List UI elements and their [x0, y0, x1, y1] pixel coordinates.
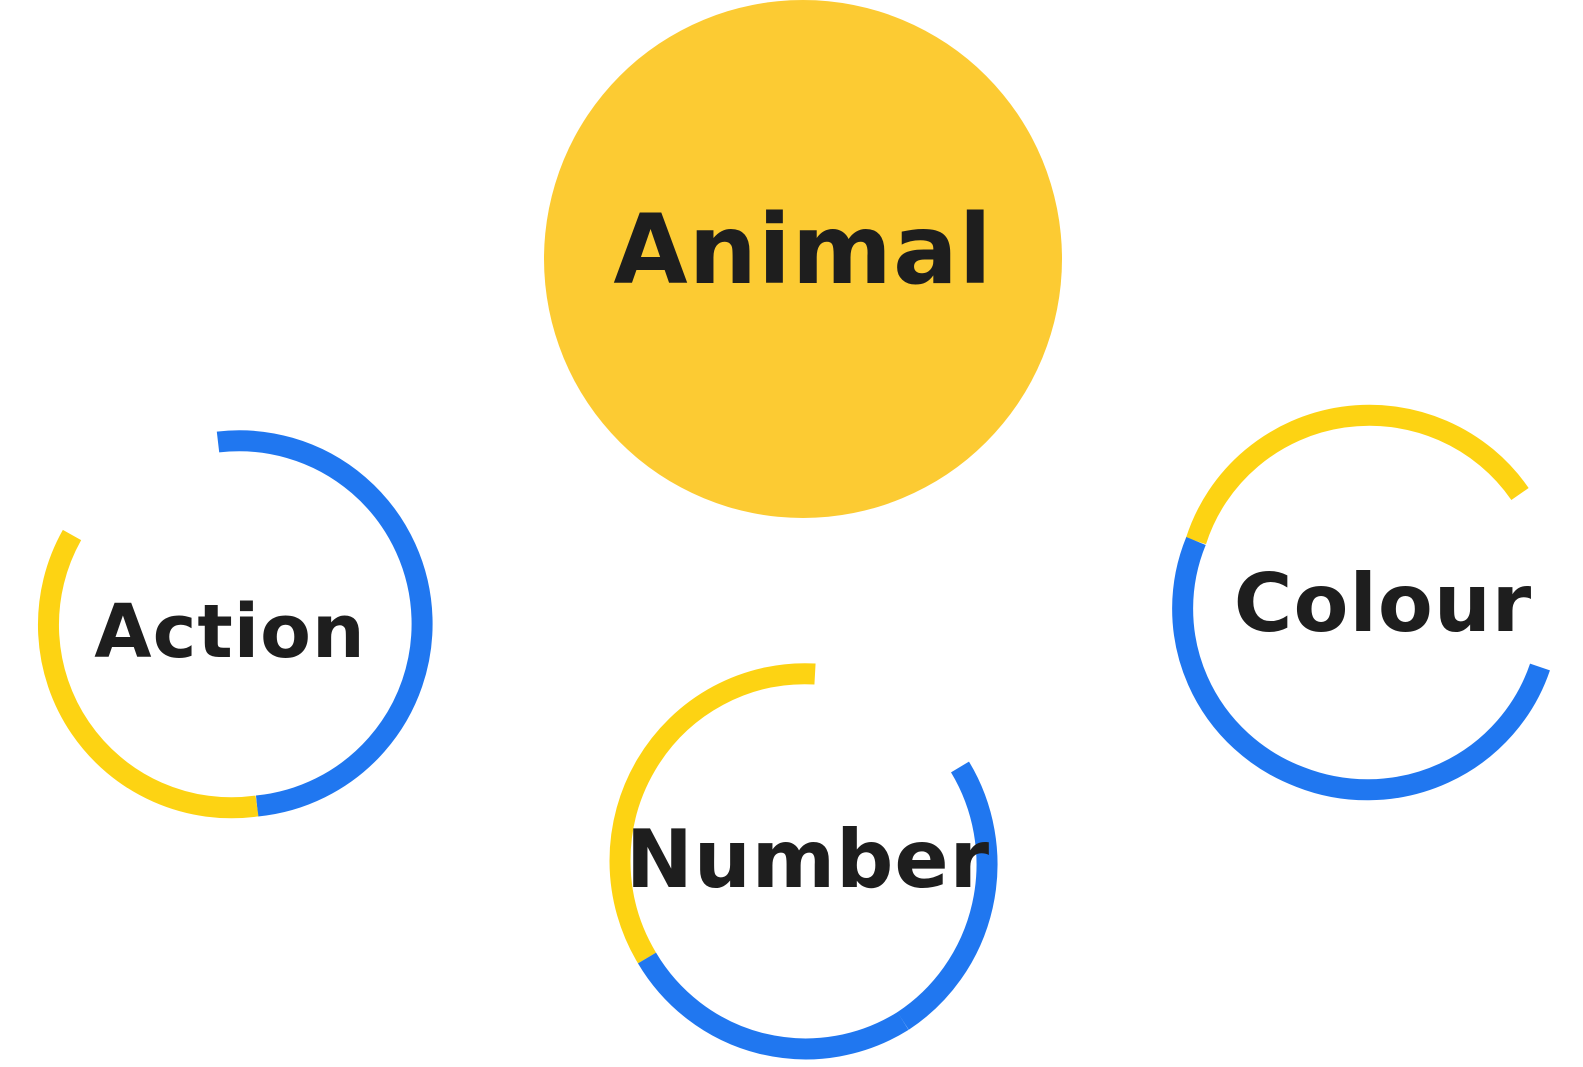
action-ring-yellow-arc[interactable]	[38, 529, 259, 819]
category-number-label[interactable]: Number	[625, 813, 991, 906]
category-number-ring[interactable]	[609, 663, 998, 1060]
animal-filled-circle[interactable]	[544, 0, 1062, 518]
category-colour-ring[interactable]	[1172, 404, 1550, 801]
action-ring-blue-arc[interactable]	[216, 430, 433, 817]
colour-ring-yellow-arc[interactable]	[1186, 404, 1529, 545]
category-animal-label[interactable]: Animal	[613, 194, 993, 306]
number-ring-blue-arc-right[interactable]	[897, 761, 998, 1030]
category-action-ring[interactable]	[38, 430, 433, 819]
category-animal-bubble[interactable]	[544, 0, 1062, 518]
colour-ring-blue-arc[interactable]	[1172, 537, 1550, 801]
number-ring-yellow-arc[interactable]	[609, 663, 816, 964]
number-ring-blue-arc-bottom[interactable]	[637, 952, 909, 1060]
category-colour-label[interactable]: Colour	[1233, 557, 1533, 650]
category-action-label[interactable]: Action	[94, 589, 366, 675]
